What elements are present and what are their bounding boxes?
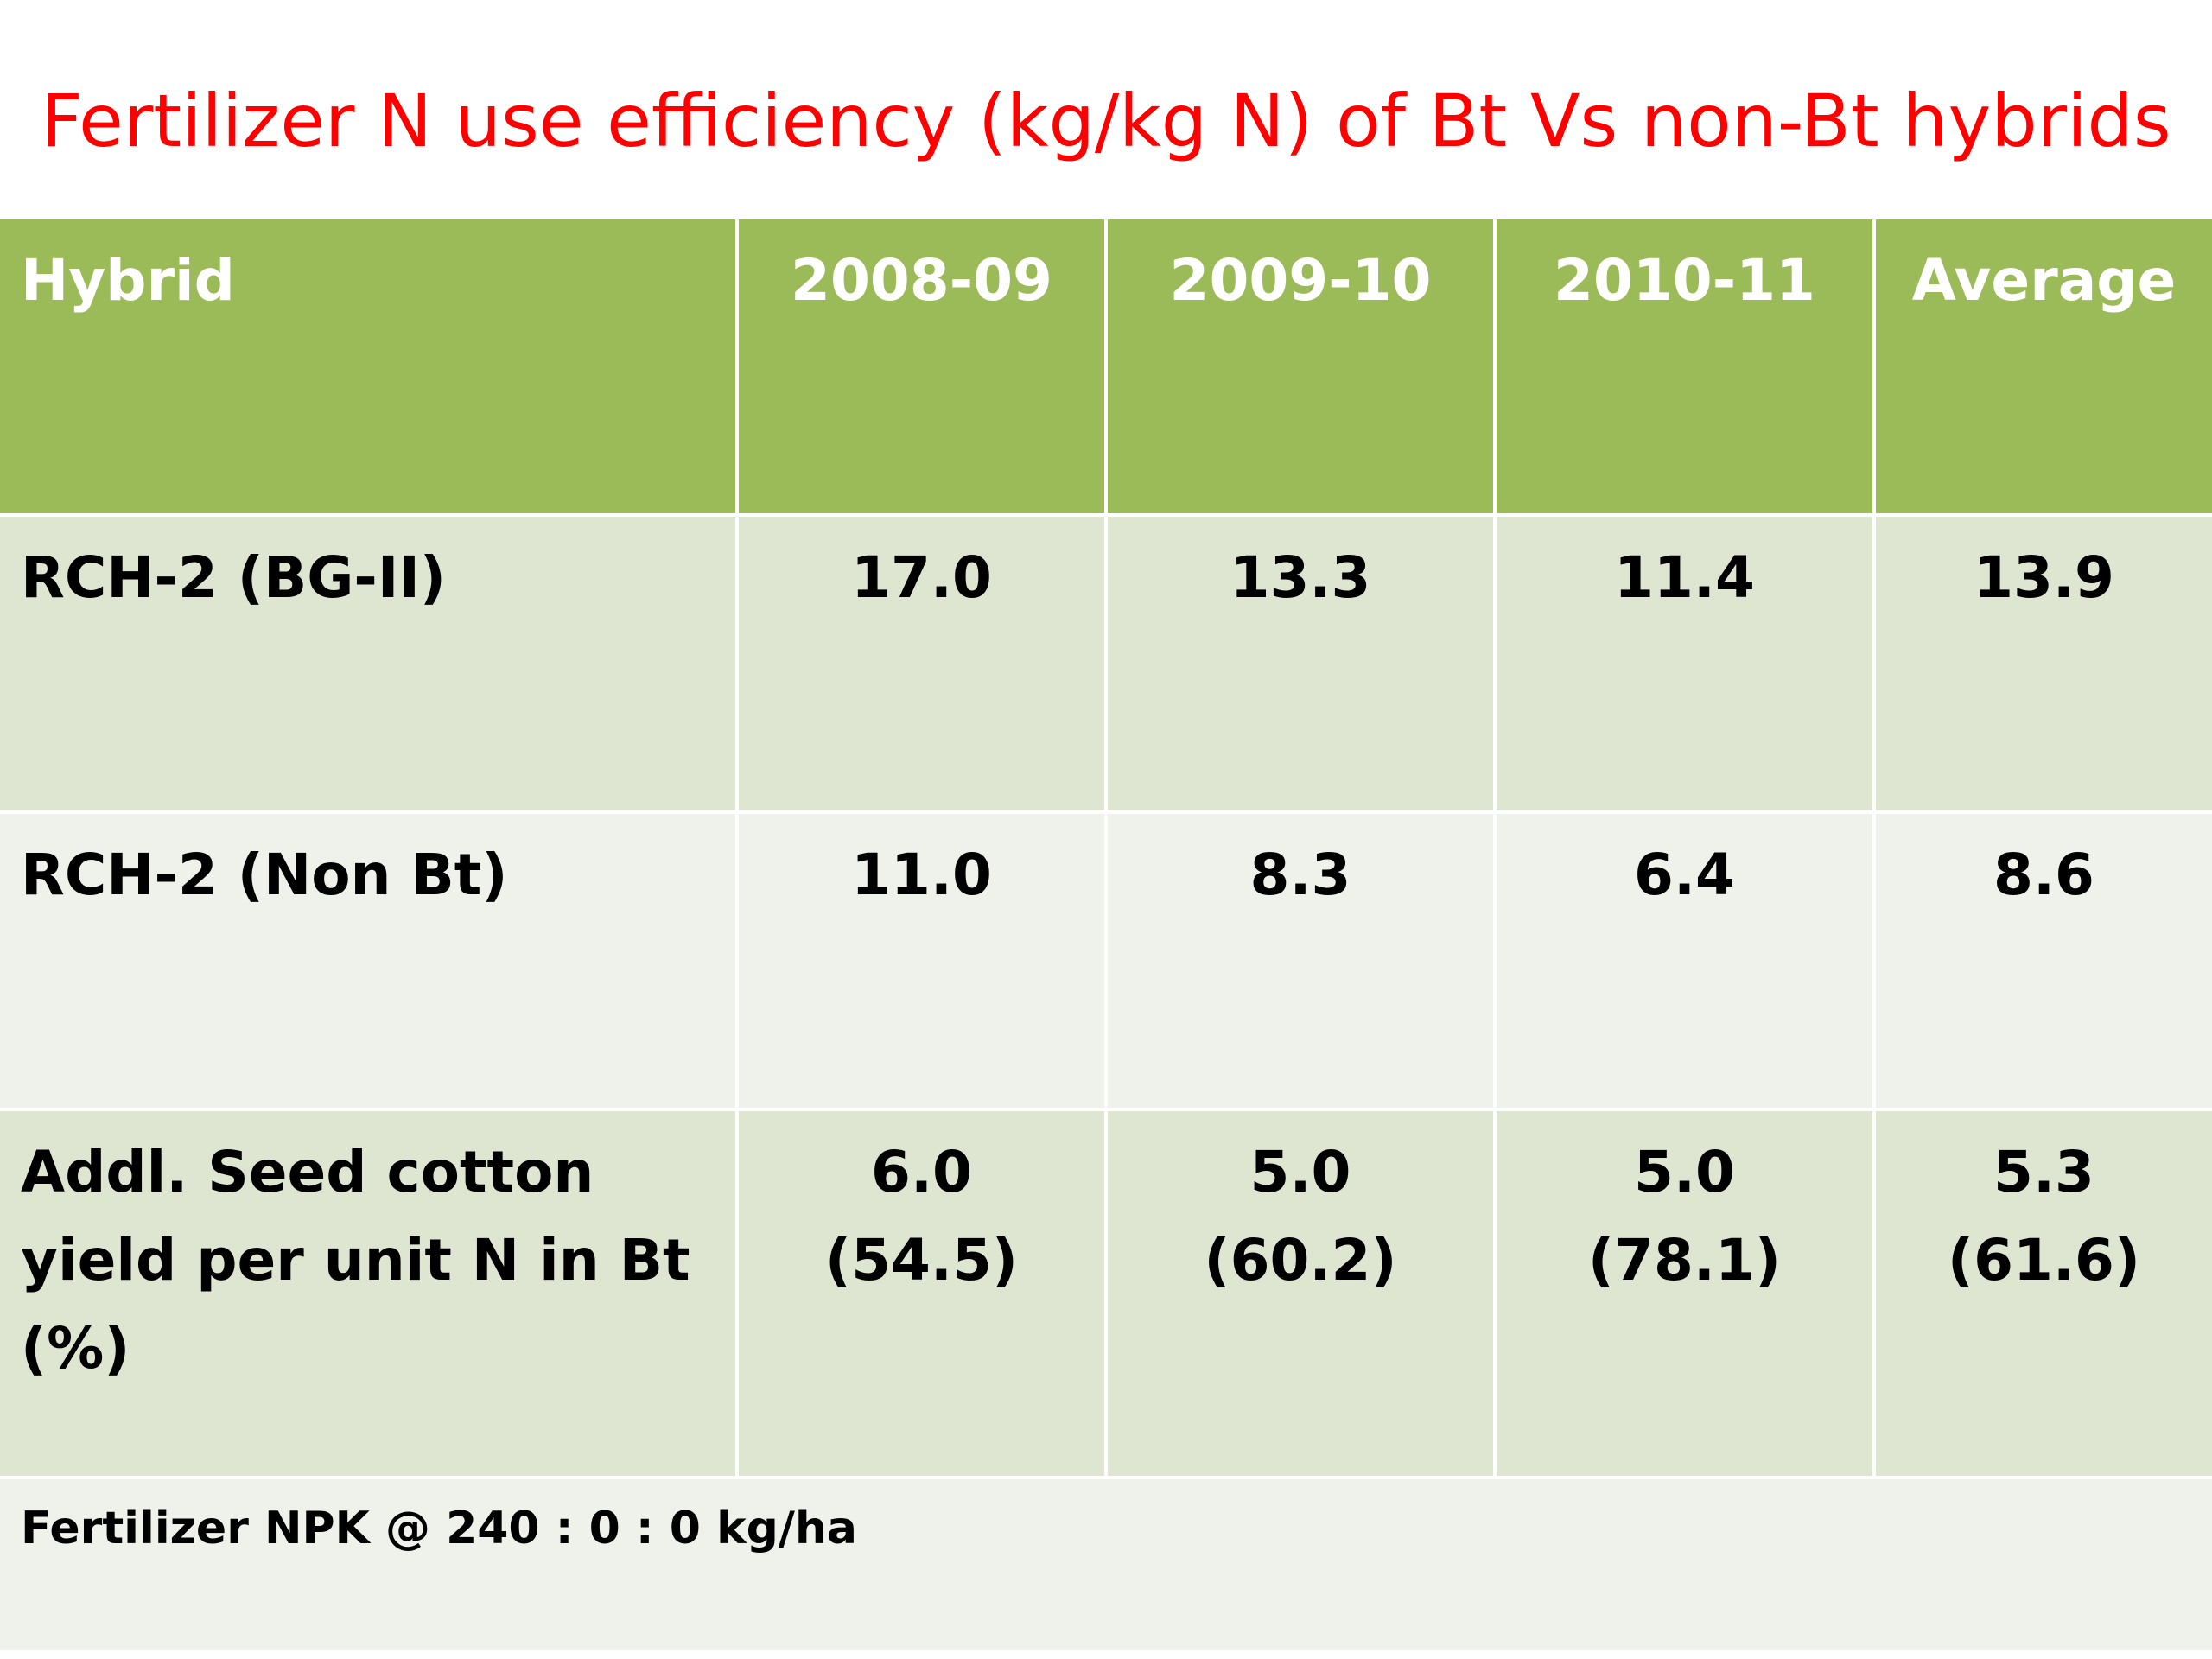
table-cell: 13.9 [1872, 513, 2212, 814]
cell-percent: (60.2) [1204, 1227, 1397, 1294]
row-label-line: yield per unit N in Bt [21, 1227, 690, 1294]
table-cell: 6.0 (54.5) [735, 1108, 1108, 1479]
row-label-bt: RCH-2 (BG-II) [0, 513, 739, 814]
table-row: RCH-2 (BG-II) 17.0 13.3 11.4 13.9 [0, 513, 2212, 814]
table-cell: 8.6 [1872, 810, 2212, 1111]
table-row: RCH-2 (Non Bt) 11.0 8.3 6.4 8.6 [0, 810, 2212, 1111]
table-cell: 5.0 (60.2) [1104, 1108, 1497, 1479]
cell-percent: (78.1) [1587, 1227, 1782, 1294]
table-header-row: Hybrid 2008-09 2009-10 2010-11 Average [0, 219, 2212, 517]
table-cell: 5.0 (78.1) [1493, 1108, 1876, 1479]
row-label-line: Addl. Seed cotton [21, 1139, 594, 1205]
nue-table: Hybrid 2008-09 2009-10 2010-11 Average R… [0, 219, 2212, 1650]
row-label-line: (%) [21, 1315, 130, 1382]
cell-value: 6.0 [871, 1139, 972, 1205]
column-header-average: Average [1872, 219, 2212, 517]
cell-percent: (54.5) [824, 1227, 1019, 1294]
table-cell: 11.4 [1493, 513, 1876, 814]
footnote-row: Fertilizer NPK @ 240 : 0 : 0 kg/ha [0, 1476, 2212, 1650]
cell-value: 5.3 [1993, 1139, 2094, 1205]
column-header-2008-09: 2008-09 [735, 219, 1108, 517]
cell-value: 5.0 [1249, 1139, 1351, 1205]
row-label-non-bt: RCH-2 (Non Bt) [0, 810, 739, 1111]
table-cell: 13.3 [1104, 513, 1497, 814]
footnote: Fertilizer NPK @ 240 : 0 : 0 kg/ha [0, 1476, 2212, 1650]
table-cell: 11.0 [735, 810, 1108, 1111]
table-cell: 17.0 [735, 513, 1108, 814]
table-cell: 5.3 (61.6) [1872, 1108, 2212, 1479]
cell-value: 5.0 [1634, 1139, 1735, 1205]
column-header-hybrid: Hybrid [0, 219, 739, 517]
slide-title: Fertilizer N use efficiency (kg/kg N) of… [41, 79, 2171, 163]
table-row: Addl. Seed cotton yield per unit N in Bt… [0, 1108, 2212, 1479]
column-header-2010-11: 2010-11 [1493, 219, 1876, 517]
table-cell: 6.4 [1493, 810, 1876, 1111]
cell-percent: (61.6) [1947, 1227, 2141, 1294]
column-header-2009-10: 2009-10 [1104, 219, 1497, 517]
table-cell: 8.3 [1104, 810, 1497, 1111]
row-label-additional-yield: Addl. Seed cotton yield per unit N in Bt… [0, 1108, 739, 1479]
